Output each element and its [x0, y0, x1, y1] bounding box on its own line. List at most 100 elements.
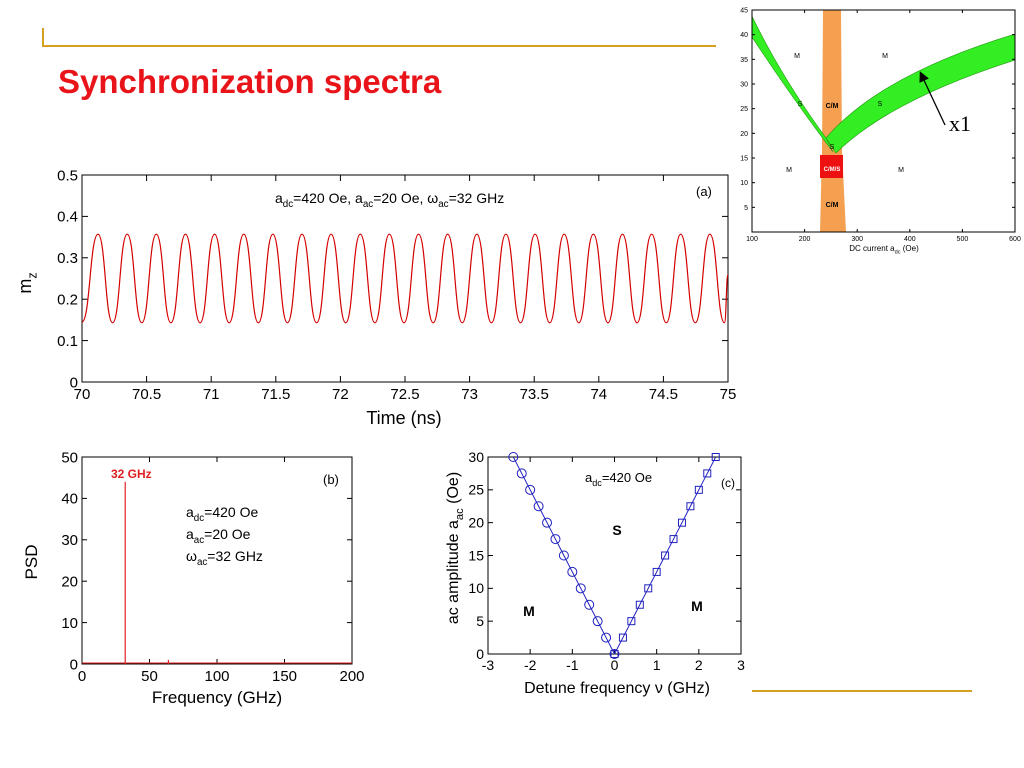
region-label: M [691, 598, 703, 614]
marker [609, 649, 620, 659]
text-run: Frequency (GHz) [152, 688, 282, 707]
region-label: C/M/S [824, 167, 841, 173]
y-tick-label: 40 [61, 491, 78, 508]
marker [567, 566, 578, 577]
fit-line [614, 456, 717, 655]
text-run: a [186, 526, 194, 542]
region-label: M [786, 167, 792, 174]
y-tick-label: 15 [740, 155, 748, 162]
x-tick-label: 0 [78, 668, 86, 685]
marker [592, 616, 603, 627]
x-tick-label: 71.5 [261, 386, 290, 403]
marker [627, 617, 636, 626]
text-run: =32 GHz [449, 190, 505, 206]
subscript: ac [197, 557, 207, 568]
y-tick-label: 0.2 [57, 291, 78, 308]
subscript: ac [438, 199, 448, 210]
x-tick-label: 73 [461, 386, 478, 403]
y-axis-label: mz [15, 272, 39, 293]
x-tick-label: 100 [746, 236, 758, 243]
text-run: =32 GHz [207, 548, 263, 564]
y-tick-label: 0.3 [57, 250, 78, 267]
y-tick-label: 0.1 [57, 333, 78, 350]
text-run: =20 Oe [204, 526, 251, 542]
y-tick-label: 20 [468, 515, 484, 531]
slide-title: Synchronization spectra [58, 63, 442, 100]
y-tick-label: 30 [468, 449, 484, 465]
y-axis-label: PSD [22, 545, 41, 580]
y-tick-label: 0.5 [57, 167, 78, 184]
text-run: =420 Oe, a [293, 190, 363, 206]
y-tick-label: 10 [61, 615, 78, 632]
map-background [740, 4, 1018, 256]
red-region [820, 155, 843, 178]
annotation: ωac=32 GHz [186, 548, 263, 568]
annotation: adc=420 Oe, aac=20 Oe, ωac=32 GHz [275, 190, 504, 210]
marker [618, 633, 627, 642]
marker [542, 517, 553, 528]
panel-label: (b) [323, 472, 339, 487]
y-tick-label: 0 [70, 374, 78, 391]
x-tick-label: -3 [482, 657, 495, 673]
x-tick-label: 50 [141, 668, 158, 685]
marker [652, 567, 661, 576]
subscript: z [25, 272, 39, 278]
x-tick-label: 600 [1009, 236, 1021, 243]
x-axis-label: Frequency (GHz) [152, 688, 282, 707]
x-tick-label: 70.5 [132, 386, 161, 403]
region-label: S [830, 144, 835, 151]
y-axis-label: ac amplitude aac (Oe) [445, 472, 466, 624]
region-label: M [523, 603, 535, 619]
y-tick-label: 25 [740, 106, 748, 113]
text-run: a [585, 470, 593, 485]
subscript: ac [194, 535, 204, 546]
y-tick-label: 45 [740, 7, 748, 14]
marker [635, 600, 644, 609]
panel-label: (a) [696, 184, 712, 199]
text-run: (Oe) [901, 244, 920, 253]
text-run: a [275, 190, 283, 206]
fit-line [512, 456, 615, 655]
marker [584, 599, 595, 610]
region-label: S [612, 522, 621, 538]
text-run: =420 Oe [602, 470, 652, 485]
x-axis-label: Detune frequency ν (GHz) [524, 680, 710, 697]
y-tick-label: 10 [468, 580, 484, 596]
text-run: m [15, 279, 35, 294]
marker [644, 584, 653, 593]
x-tick-label: -1 [566, 657, 579, 673]
marker [661, 551, 670, 560]
y-tick-label: 5 [476, 613, 484, 629]
text-run: a [186, 504, 194, 520]
y-tick-label: 10 [740, 180, 748, 187]
y-tick-label: 30 [740, 81, 748, 88]
y-tick-label: 0.4 [57, 209, 78, 226]
x-tick-label: 3 [737, 657, 745, 673]
peak-label: 32 GHz [111, 467, 152, 481]
x-tick-label: 74.5 [649, 386, 678, 403]
x-tick-label: 74 [590, 386, 607, 403]
x-tick-label: 200 [799, 236, 811, 243]
y-tick-label: 35 [740, 57, 748, 64]
green-band [752, 15, 834, 153]
region-label: S [878, 101, 883, 108]
marker [686, 502, 695, 511]
marker [601, 632, 612, 643]
x-tick-label: 200 [339, 668, 364, 685]
marker [575, 583, 586, 594]
green-band [825, 33, 1015, 154]
annotation: adc=420 Oe [186, 504, 258, 524]
text-run: DC current a [849, 244, 895, 253]
y-tick-label: 40 [740, 32, 748, 39]
x-tick-label: 75 [720, 386, 737, 403]
x-tick-label: 72.5 [390, 386, 419, 403]
y-tick-label: 30 [61, 532, 78, 549]
marker [550, 534, 561, 545]
y-tick-label: 0 [70, 656, 78, 673]
marker [677, 518, 686, 527]
y-tick-label: 50 [61, 449, 78, 466]
arrow [919, 71, 946, 126]
x-tick-label: 400 [904, 236, 916, 243]
region-label: C/M [826, 202, 839, 209]
